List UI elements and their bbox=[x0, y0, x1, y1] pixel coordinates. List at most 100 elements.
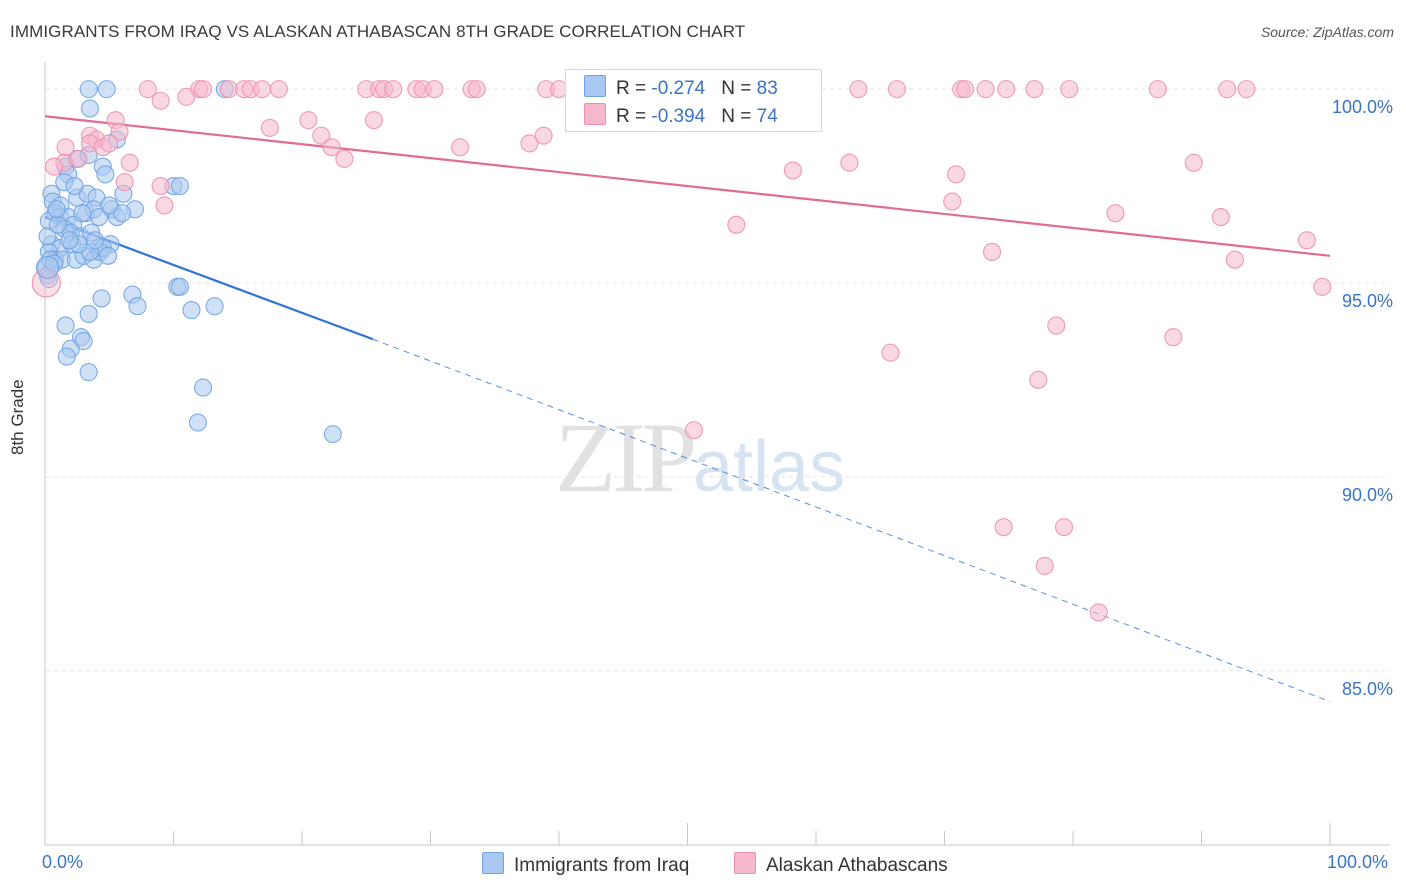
data-point-series-0 bbox=[60, 231, 79, 250]
data-point-series-1 bbox=[1211, 207, 1230, 227]
data-point-series-0 bbox=[86, 231, 105, 250]
data-point-series-0 bbox=[323, 425, 342, 444]
legend-row-iraq: R = -0.274 N = 83 bbox=[584, 75, 778, 99]
x-tick-label-max: 100.0% bbox=[1327, 852, 1389, 872]
series-name-iraq: Immigrants from Iraq bbox=[514, 855, 690, 876]
y-tick-label: 85.0% bbox=[1341, 678, 1393, 699]
legend-n-value-athabascan: 74 bbox=[756, 106, 778, 127]
data-point-series-0 bbox=[92, 289, 111, 308]
series-swatch-athabascan bbox=[734, 852, 756, 874]
data-point-series-1 bbox=[322, 138, 341, 157]
data-point-series-0 bbox=[188, 413, 207, 432]
data-point-series-0 bbox=[38, 227, 57, 246]
data-point-series-1 bbox=[312, 126, 331, 145]
data-point-series-1 bbox=[520, 134, 539, 153]
data-point-series-1 bbox=[1184, 153, 1203, 172]
data-point-series-1 bbox=[69, 149, 88, 168]
data-point-series-1 bbox=[155, 196, 174, 215]
data-point-series-0 bbox=[89, 207, 109, 227]
data-point-series-1 bbox=[1237, 80, 1256, 99]
data-point-series-1 bbox=[1060, 80, 1079, 99]
data-point-series-1 bbox=[194, 80, 213, 99]
y-tick-label: 95.0% bbox=[1341, 290, 1393, 311]
data-point-series-1 bbox=[956, 80, 975, 99]
chart-title: IMMIGRANTS FROM IRAQ VS ALASKAN ATHABASC… bbox=[10, 22, 746, 41]
data-point-series-0 bbox=[170, 277, 189, 296]
trend-line-iraq-extrapolated bbox=[372, 338, 1331, 703]
data-point-series-1 bbox=[1047, 316, 1066, 335]
data-point-series-0 bbox=[36, 255, 60, 279]
data-point-series-0 bbox=[194, 378, 213, 397]
watermark: ZIPatlas bbox=[555, 400, 845, 515]
data-point-series-1 bbox=[467, 80, 486, 99]
data-points bbox=[31, 80, 1332, 622]
data-point-series-0 bbox=[100, 196, 119, 215]
grid-lines bbox=[45, 88, 1390, 672]
data-point-series-1 bbox=[253, 80, 272, 99]
data-point-series-0 bbox=[57, 347, 76, 366]
data-point-series-1 bbox=[120, 153, 139, 172]
data-point-series-1 bbox=[451, 138, 470, 157]
data-point-series-1 bbox=[1164, 328, 1183, 347]
data-point-series-0 bbox=[65, 176, 84, 196]
data-point-series-0 bbox=[48, 215, 67, 234]
legend-r-label-iraq: R = bbox=[616, 78, 652, 99]
data-point-series-0 bbox=[97, 80, 116, 99]
series-legend-iraq: Immigrants from Iraq bbox=[482, 852, 689, 877]
data-point-series-1 bbox=[994, 518, 1013, 537]
legend-swatch-iraq bbox=[584, 75, 606, 97]
trend-lines bbox=[44, 115, 1331, 703]
data-point-series-1 bbox=[260, 118, 279, 137]
data-point-series-1 bbox=[783, 161, 802, 180]
data-point-series-0 bbox=[96, 165, 115, 184]
trend-line-athabascan bbox=[44, 115, 1331, 257]
data-point-series-0 bbox=[73, 204, 92, 223]
data-point-series-1 bbox=[887, 80, 907, 99]
data-point-series-1 bbox=[364, 111, 384, 130]
data-point-series-1 bbox=[534, 126, 553, 145]
data-point-series-1 bbox=[177, 87, 196, 106]
data-point-series-1 bbox=[151, 176, 170, 196]
series-legend-athabascan: Alaskan Athabascans bbox=[734, 852, 948, 877]
legend-n-label-athabascan: N = bbox=[721, 106, 757, 127]
data-point-series-0 bbox=[56, 316, 75, 335]
data-point-series-1 bbox=[849, 80, 868, 99]
watermark-zip: ZIP bbox=[555, 402, 697, 513]
data-point-series-1 bbox=[151, 91, 170, 110]
legend-row-athabascan: R = -0.394 N = 74 bbox=[584, 103, 778, 127]
data-point-series-1 bbox=[335, 149, 354, 168]
legend-r-label-athabascan: R = bbox=[616, 106, 652, 127]
data-point-series-1 bbox=[100, 134, 119, 153]
watermark-atlas: atlas bbox=[693, 427, 846, 507]
data-point-series-0 bbox=[170, 176, 189, 196]
y-axis-label: 8th Grade bbox=[8, 379, 27, 455]
data-point-series-0 bbox=[128, 297, 147, 316]
data-point-series-1 bbox=[881, 343, 900, 362]
data-point-series-1 bbox=[943, 192, 962, 211]
data-point-series-1 bbox=[997, 80, 1016, 99]
source-credit: Source: ZipAtlas.com bbox=[1260, 24, 1394, 40]
legend-r-value-iraq: -0.274 bbox=[651, 78, 706, 99]
series-swatch-iraq bbox=[482, 852, 504, 874]
data-point-series-0 bbox=[205, 297, 224, 316]
x-tick-label-min: 0.0% bbox=[42, 852, 84, 872]
legend-swatch-athabascan bbox=[584, 103, 606, 125]
y-tick-label: 100.0% bbox=[1331, 97, 1393, 118]
data-point-series-1 bbox=[115, 173, 134, 192]
data-point-series-1 bbox=[1029, 370, 1048, 389]
y-tick-label: 90.0% bbox=[1341, 484, 1393, 505]
data-point-series-1 bbox=[44, 157, 64, 176]
data-point-series-1 bbox=[982, 242, 1002, 261]
correlation-legend: R = -0.274 N = 83 R = -0.394 N = 74 bbox=[565, 69, 822, 132]
data-point-series-1 bbox=[840, 153, 859, 172]
data-point-series-1 bbox=[947, 165, 966, 184]
data-point-series-1 bbox=[1148, 80, 1167, 99]
data-point-series-1 bbox=[1225, 250, 1244, 269]
data-point-series-1 bbox=[269, 80, 288, 99]
data-point-series-1 bbox=[1218, 80, 1237, 99]
legend-r-value-athabascan: -0.394 bbox=[651, 106, 706, 127]
data-point-series-1 bbox=[110, 122, 129, 141]
data-point-series-1 bbox=[684, 421, 703, 440]
data-point-series-1 bbox=[1035, 556, 1054, 575]
